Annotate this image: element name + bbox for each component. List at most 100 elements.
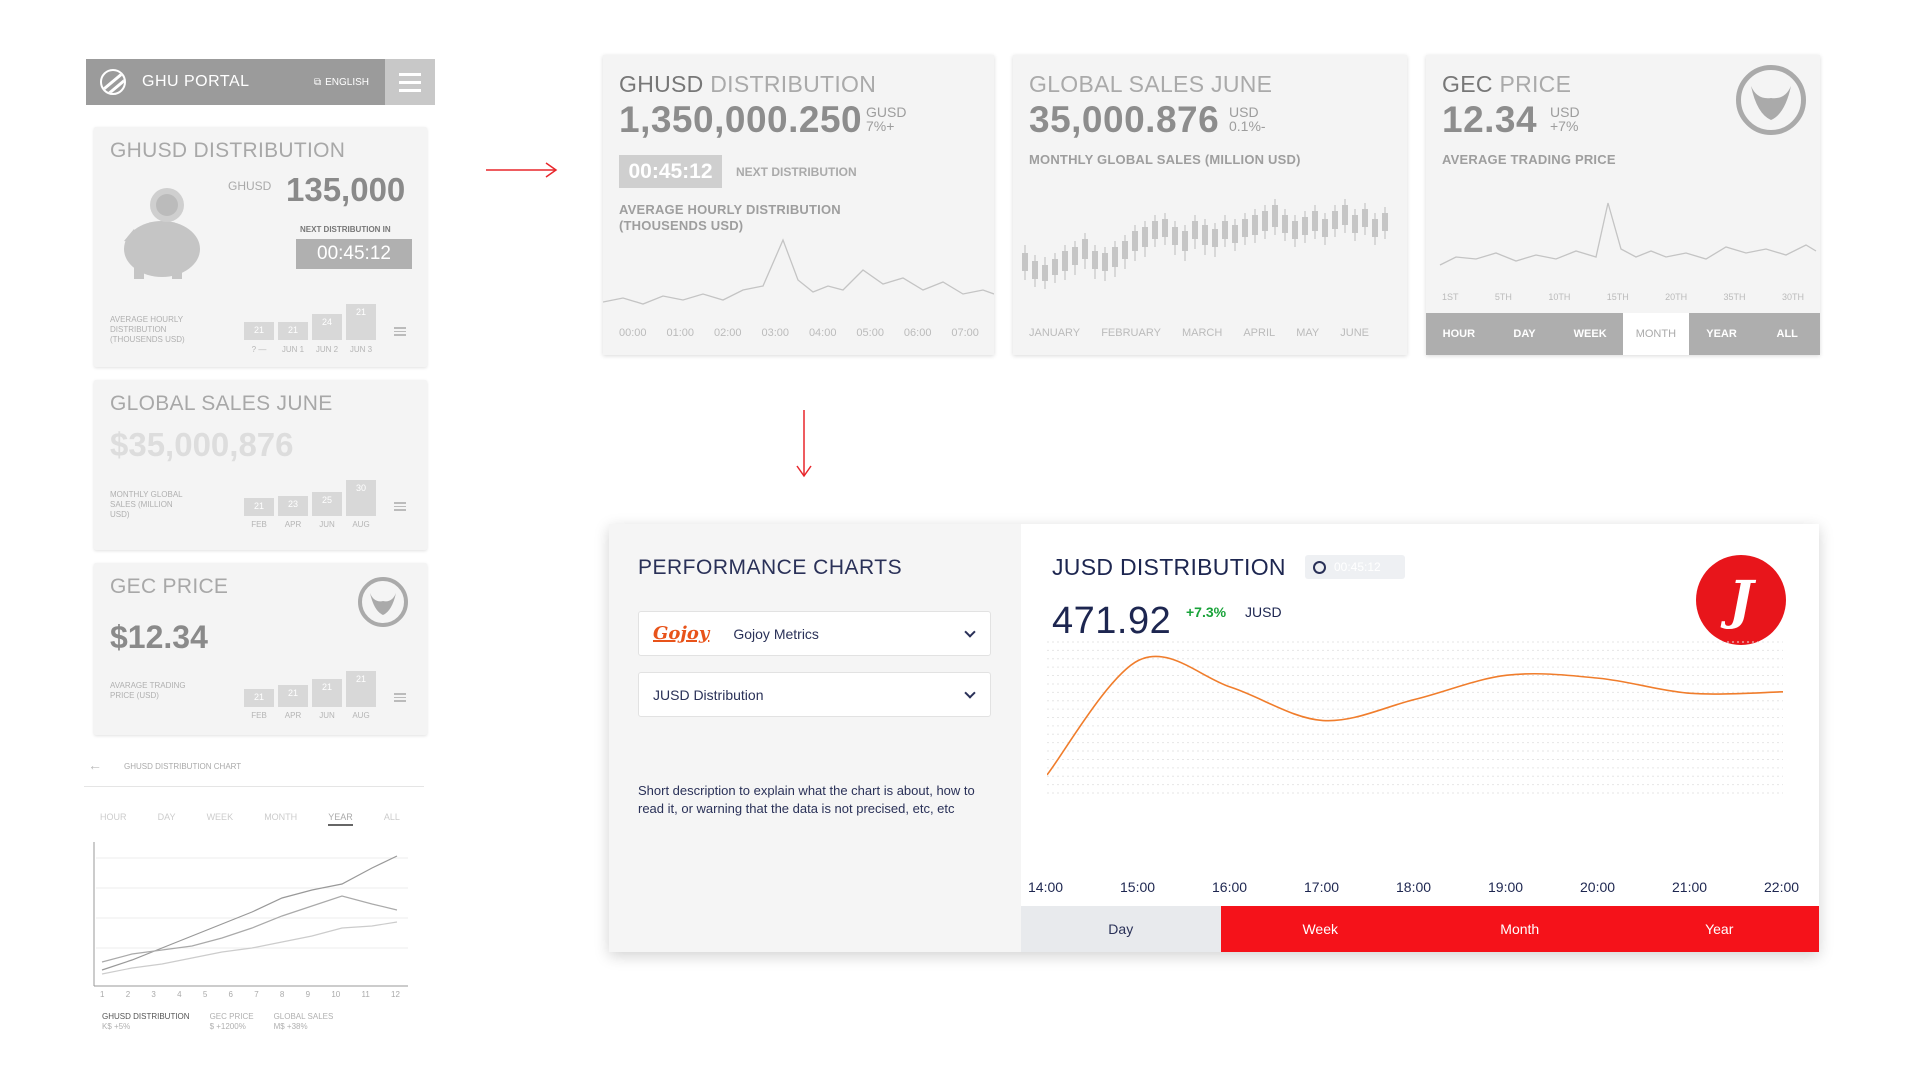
mini-bar: 21 [346, 304, 376, 340]
select-value: JUSD Distribution [653, 686, 764, 703]
trading-price-chart [1439, 202, 1817, 266]
portal-logo-icon [100, 69, 126, 95]
portal-header: GHU PORTAL ⧉ ENGLISH [86, 59, 435, 105]
mini-bar: 24 [312, 314, 342, 340]
legend-item[interactable]: GEC PRICE $ +1200% [209, 1012, 254, 1031]
next-distribution-label: NEXT DISTRIBUTION IN [300, 225, 391, 234]
series-line [1047, 655, 1784, 776]
tab-month[interactable]: MONTH [1623, 313, 1689, 355]
chart-description: Short description to explain what the ch… [638, 783, 975, 816]
bull-icon [1736, 65, 1806, 135]
card-title: GLOBAL SALES JUNE [110, 392, 333, 415]
card-caption: AVERAGE TRADING PRICE [1442, 152, 1616, 167]
back-arrow-icon[interactable]: ← [88, 757, 102, 773]
card-title: GEC PRICE [1442, 71, 1572, 97]
timer-value: 00:45:12 [1334, 560, 1381, 574]
tab-day[interactable]: DAY [1491, 313, 1558, 355]
hamburger-menu-button[interactable] [385, 59, 435, 105]
global-sales-card[interactable]: GLOBAL SALES JUNE $35,000,876 MONTHLY GL… [94, 380, 427, 550]
metrics-source-select[interactable]: Gojoy Gojoy Metrics [638, 611, 991, 656]
mobile-line-chart [93, 842, 408, 987]
x-tick-label: 14:00 [1028, 879, 1064, 895]
unit-label: GUSD [866, 104, 907, 120]
tab-year[interactable]: YEAR [328, 812, 353, 826]
mini-bar-chart: 21 21 21 21 [244, 671, 376, 707]
countdown-timer: 00:45:12 [1305, 555, 1405, 579]
card-title: GHUSD DISTRIBUTION [619, 71, 877, 97]
select-value: Gojoy Metrics [733, 625, 819, 642]
chart-page-title: GHUSD DISTRIBUTION CHART [124, 762, 242, 771]
x-axis-labels: 00:00 01:00 02:00 03:00 04:00 05:00 06:00 07:00 [619, 327, 979, 339]
portal-title: GHU PORTAL [142, 73, 250, 90]
card-value: 135,000 [286, 171, 406, 208]
year-button[interactable]: Year [1619, 906, 1819, 952]
card-value: 35,000.876 [1029, 99, 1220, 140]
chevron-down-icon [964, 686, 976, 699]
card-caption: AVARAGE TRADING PRICE (USD) [110, 681, 186, 700]
x-axis-labels: JANUARY FEBRUARY MARCH APRIL MAY JUNE [1029, 327, 1369, 339]
card-caption: AVERAGE HOURLY DISTRIBUTION (THOUSENDS U… [619, 202, 841, 233]
bull-icon [358, 577, 408, 627]
wire-ghusd-card[interactable]: GHUSD DISTRIBUTION 1,350,000.250 GUSD 7%… [603, 55, 994, 355]
gec-price-card[interactable]: GEC PRICE $12.34 AVARAGE TRADING PRICE (… [94, 563, 427, 735]
chevron-down-icon [964, 625, 976, 638]
mobile-chart-x-ticks: 1 2 3 4 5 6 7 8 9 10 11 12 [100, 990, 400, 999]
card-caption: MONTHLY GLOBAL SALES (MILLION USD) [1029, 152, 1301, 167]
day-button[interactable]: Day [1021, 906, 1221, 952]
time-range-buttons: Day Week Month Year [1021, 906, 1819, 952]
alarm-clock-icon [1313, 560, 1326, 574]
x-tick-label: 21:00 [1672, 879, 1708, 895]
flow-arrow-down [796, 410, 812, 478]
tab-day[interactable]: DAY [157, 812, 176, 822]
tab-hour[interactable]: HOUR [100, 812, 127, 822]
x-tick-label: 15:00 [1120, 879, 1156, 895]
currency-label: JUSD [1245, 604, 1282, 620]
tab-hour[interactable]: HOUR [1426, 313, 1492, 355]
time-range-tabs: HOUR DAY WEEK MONTH YEAR ALL [1426, 313, 1821, 355]
wire-global-sales-card[interactable]: GLOBAL SALES JUNE 35,000.876 USD 0.1%- M… [1013, 55, 1407, 355]
language-selector[interactable]: ⧉ ENGLISH [314, 77, 369, 88]
mini-bar: 21 [244, 322, 274, 340]
legend-item[interactable]: GLOBAL SALES M$ +38% [273, 1012, 334, 1031]
language-label: ENGLISH [325, 76, 369, 88]
ghusd-distribution-card[interactable]: GHUSD DISTRIBUTION GHUSD 135,000 NEXT DI… [94, 127, 427, 367]
next-distribution-label: NEXT DISTRIBUTION [736, 165, 857, 179]
tab-week[interactable]: WEEK [206, 812, 234, 822]
mini-bar-labels: ? — JUN 1 JUN 2 JUN 3 [251, 345, 373, 354]
mini-bar-chart: 21 23 25 30 [244, 480, 376, 516]
week-button[interactable]: Week [1220, 906, 1420, 952]
jusd-logo: J [1696, 555, 1786, 645]
piggy-bank-icon [124, 188, 200, 279]
mini-bar-labels: FEB APR JUN AUG [251, 520, 370, 529]
hourly-distribution-chart [603, 238, 994, 305]
x-axis-labels: 1ST 5TH 10TH 15TH 20TH 35TH 30TH [1442, 292, 1804, 302]
chart-type-select[interactable]: JUSD Distribution [638, 672, 991, 717]
month-button[interactable]: Month [1420, 906, 1620, 952]
card-value: $35,000,876 [110, 426, 294, 463]
tab-month[interactable]: MONTH [264, 812, 298, 822]
mobile-chart-legend: GHUSD DISTRIBUTION K$ +5% GEC PRICE $ +120… [102, 1012, 333, 1032]
tab-all[interactable]: ALL [1754, 313, 1821, 355]
card-title: GHUSD DISTRIBUTION [110, 139, 346, 162]
mini-bar-chart: 21 21 24 21 [244, 304, 376, 340]
x-tick-label: 16:00 [1212, 879, 1248, 895]
tab-week[interactable]: WEEK [1557, 313, 1624, 355]
legend-item[interactable]: GHUSD DISTRIBUTION K$ +5% [102, 1012, 190, 1031]
current-value: 471.92 [1052, 600, 1172, 642]
list-icon[interactable] [394, 327, 406, 338]
card-caption: MONTHLY GLOBAL SALES (MILLION USD) [110, 490, 183, 519]
card-caption: AVERAGE HOURLY DISTRIBUTION (THOUSENDS U… [110, 315, 185, 344]
translate-icon: ⧉ [313, 76, 322, 88]
chart-range-tabs: HOUR DAY WEEK MONTH YEAR ALL [100, 812, 400, 826]
card-title: GEC PRICE [110, 575, 229, 598]
wire-gec-price-card[interactable]: GEC PRICE 12.34 USD +7% AVERAGE TRADING … [1426, 55, 1821, 355]
tab-all[interactable]: ALL [383, 812, 400, 822]
change-label: +7% [1550, 118, 1579, 134]
list-icon[interactable] [394, 693, 406, 704]
tab-year[interactable]: YEAR [1688, 313, 1755, 355]
performance-charts-panel: PERFORMANCE CHARTS Gojoy Gojoy Metrics J… [609, 524, 1819, 952]
change-label: 0.1%- [1229, 118, 1266, 134]
gojoy-logo: Gojoy [653, 623, 710, 644]
x-tick-label: 19:00 [1488, 879, 1524, 895]
list-icon[interactable] [394, 502, 406, 513]
